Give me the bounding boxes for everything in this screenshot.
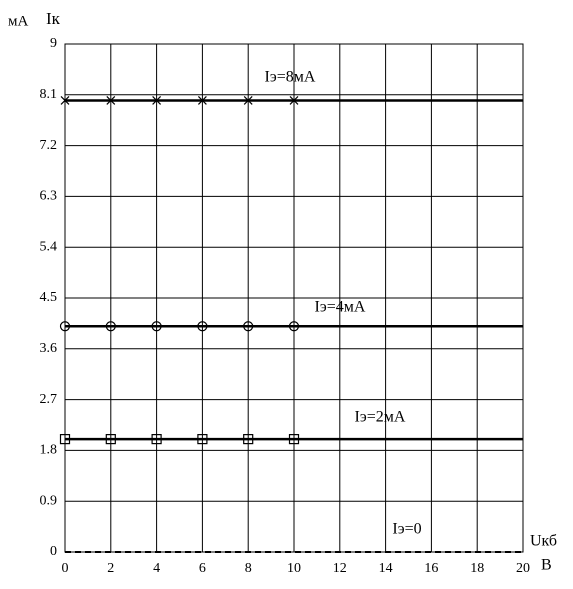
x-tick-label: 16 xyxy=(424,561,438,576)
y-tick-label: 0 xyxy=(50,544,57,559)
marker xyxy=(197,321,208,332)
x-label: Uкб xyxy=(530,533,557,550)
marker xyxy=(59,321,71,332)
marker xyxy=(152,96,162,105)
marker xyxy=(59,434,71,445)
y-tick-label: 6.3 xyxy=(40,189,58,204)
marker xyxy=(288,321,300,332)
marker xyxy=(288,434,300,445)
x-tick-label: 12 xyxy=(333,561,347,576)
y-tick-label: 3.6 xyxy=(40,341,58,356)
x-tick-label: 0 xyxy=(62,561,69,576)
y-tick-label: 5.4 xyxy=(40,239,58,254)
marker xyxy=(197,434,208,445)
marker xyxy=(243,321,254,332)
marker xyxy=(151,321,162,332)
marker xyxy=(105,321,116,332)
marker xyxy=(151,434,162,445)
x-tick-label: 6 xyxy=(199,561,206,576)
x-tick-label: 14 xyxy=(379,561,393,576)
marker xyxy=(105,434,116,445)
y-label: Iк xyxy=(46,9,61,28)
y-tick-label: 9 xyxy=(50,36,57,51)
marker xyxy=(197,96,207,105)
marker xyxy=(243,96,253,105)
marker xyxy=(60,96,70,105)
series-label: Iэ=8мА xyxy=(265,69,316,86)
y-tick-label: 1.8 xyxy=(40,443,58,458)
x-tick-label: 4 xyxy=(153,561,160,576)
marker xyxy=(243,434,254,445)
x-tick-label: 20 xyxy=(516,561,530,576)
series-label: Iэ=2мА xyxy=(355,409,406,426)
x-unit: В xyxy=(541,557,552,574)
y-tick-label: 4.5 xyxy=(40,290,58,305)
series-label: Iэ=4мА xyxy=(315,299,366,316)
x-tick-label: 10 xyxy=(287,561,301,576)
y-tick-label: 2.7 xyxy=(40,392,58,407)
marker xyxy=(106,96,116,105)
y-tick-label: 8.1 xyxy=(40,87,58,102)
x-tick-label: 2 xyxy=(107,561,114,576)
y-unit: мА xyxy=(8,13,28,29)
y-tick-label: 0.9 xyxy=(40,493,58,508)
x-tick-label: 8 xyxy=(245,561,252,576)
series-label: Iэ=0 xyxy=(392,521,421,538)
marker xyxy=(289,96,299,105)
y-tick-label: 7.2 xyxy=(40,138,58,153)
x-tick-label: 18 xyxy=(470,561,484,576)
